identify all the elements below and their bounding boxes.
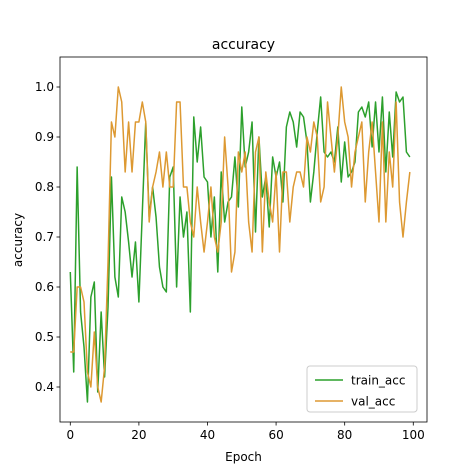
y-tick-label: 0.5 [35,330,54,344]
x-tick-label: 40 [200,428,215,442]
y-tick-label: 0.8 [35,180,54,194]
x-tick-label: 60 [268,428,283,442]
legend: train_acc val_acc [306,365,418,413]
x-tick-label: 100 [402,428,425,442]
x-axis-label: Epoch [225,450,262,464]
y-axis-label: accuracy [11,213,25,267]
series-line-val_acc [70,86,411,403]
y-tick-label: 0.9 [35,130,54,144]
y-tick-label: 0.7 [35,230,54,244]
y-tick-label: 1.0 [35,80,54,94]
axes-frame [59,56,428,423]
x-tick-label: 0 [66,428,74,442]
legend-label-train_acc: train_acc [351,374,405,388]
plot-area: 0 20 40 60 80 100 0.4 0.5 0.6 0.7 0.8 0.9 1.0 [35,56,428,442]
x-tick-label: 20 [131,428,146,442]
legend-label-val_acc: val_acc [351,395,395,409]
x-tick-label: 80 [337,428,352,442]
y-tick-label: 0.6 [35,280,54,294]
chart-title: accuracy [212,37,275,53]
y-tick-label: 0.4 [35,380,54,394]
